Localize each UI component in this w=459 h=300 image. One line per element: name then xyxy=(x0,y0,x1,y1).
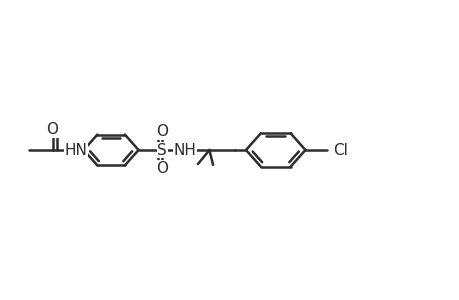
Text: S: S xyxy=(157,142,167,158)
Text: O: O xyxy=(156,161,168,176)
Text: O: O xyxy=(156,124,168,139)
Text: NH: NH xyxy=(174,142,196,158)
Text: HN: HN xyxy=(64,142,87,158)
Text: Cl: Cl xyxy=(332,142,347,158)
Text: O: O xyxy=(46,122,58,137)
